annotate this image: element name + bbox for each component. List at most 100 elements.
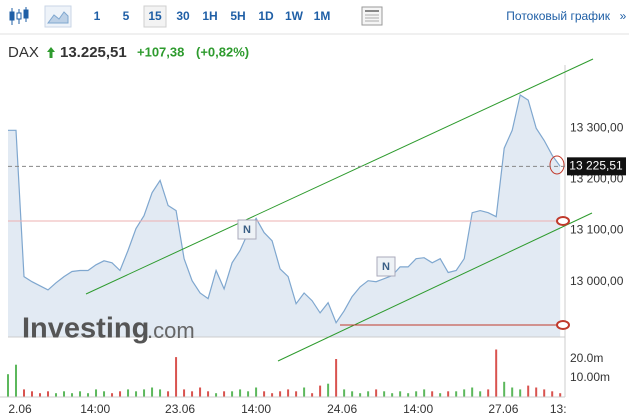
volume-bar [295,391,298,397]
volume-bar [39,393,42,397]
interval-button[interactable]: 5 [123,9,130,23]
volume-bar [375,389,378,397]
interval-button[interactable]: 1 [94,9,101,23]
volume-bar [79,391,82,397]
volume-bar [23,389,26,397]
volume-bar [447,391,450,397]
y-tick-label: 13 000,00 [570,274,624,288]
volume-bar [239,389,242,397]
volume-bar [119,391,122,397]
volume-bar [55,393,58,397]
x-tick-label: 14:00 [80,402,110,416]
interval-button[interactable]: 1D [258,9,274,23]
volume-bar [103,391,106,397]
volume-bar [63,391,66,397]
volume-bar [175,357,178,397]
volume-bar [279,391,282,397]
volume-bar [335,359,338,397]
volume-bar [495,349,498,397]
interval-button[interactable]: 5H [230,9,245,23]
volume-bar [287,389,290,397]
price-area [8,95,561,337]
volume-bar [479,391,482,397]
toolbar: 1 5 15 30 1H 5H 1D 1W 1M Потоковый график » [0,0,629,35]
volume-bar [319,385,322,397]
volume-bar [247,391,250,397]
volume-bar [455,391,458,397]
volume-bar [151,387,154,397]
watermark: Investing [22,313,149,345]
volume-bar [431,391,434,397]
y-tick-label: 13 100,00 [570,223,624,237]
volume-bar [423,389,426,397]
interval-button[interactable]: 1W [285,9,304,23]
volume-bar [471,387,474,397]
candle-icon[interactable] [9,7,29,25]
volume-bar [191,391,194,397]
up-arrow [47,47,55,58]
volume-bar [71,393,74,397]
news-label[interactable]: N [243,224,251,236]
interval-button[interactable]: 1H [202,9,217,23]
volume-bar [231,391,234,397]
volume-bar [511,387,514,397]
volume-bar [143,389,146,397]
change-pct: (+0,82%) [196,44,249,59]
volume-bar [47,391,50,397]
volume-bar [31,391,34,397]
volume-bar [271,393,274,397]
price: 13.225,51 [60,44,127,61]
symbol: DAX [8,44,39,61]
change: +107,38 [137,44,184,59]
volume-bar [215,393,218,397]
trend-line [277,212,593,362]
volume-bar [7,374,9,397]
x-tick-label: 2.06 [8,402,32,416]
x-tick-label: 14:00 [241,402,271,416]
table-icon[interactable] [361,6,383,26]
handle[interactable] [549,155,565,175]
volume-bar [111,393,114,397]
x-tick-label: 13: [550,402,567,416]
x-tick-label: 24.06 [327,402,357,416]
interval-button[interactable]: 15 [148,9,162,23]
volume-bar [183,389,186,397]
volume-bar [127,389,130,397]
volume-tick-label: 10.00m [570,370,610,384]
handle[interactable] [556,320,570,330]
volume-bar [135,391,138,397]
volume-bar [199,387,202,397]
news-marker[interactable] [376,256,396,277]
volume-bar [167,391,170,397]
watermark: .com [147,318,195,343]
toolbar-bg [0,0,629,34]
volume-bar [263,391,266,397]
x-tick-label: 14:00 [403,402,433,416]
volume-bar [407,393,410,397]
streaming-link[interactable]: Потоковый график [506,9,610,23]
volume-bar [543,389,546,397]
volume-bar [207,391,210,397]
volume-bar [391,393,394,397]
area-icon[interactable] [44,5,72,28]
volume-bar [463,389,466,397]
volume-bar [527,385,530,397]
volume-bar [535,387,538,397]
volume-bar [399,391,402,397]
volume-bar [415,391,418,397]
interval-button[interactable]: 30 [176,9,190,23]
trend-line [85,58,594,295]
volume-bar [351,391,354,397]
interval-button[interactable]: 1M [314,9,331,23]
news-marker[interactable] [237,219,257,240]
news-label[interactable]: N [382,261,390,273]
volume-bar [327,383,330,397]
more-link[interactable]: » [620,9,627,23]
volume-bar [359,393,362,397]
volume-bar [303,387,306,397]
volume-bar [383,391,386,397]
handle[interactable] [556,216,570,226]
x-tick-label: 23.06 [165,402,195,416]
drawings: N N [8,58,594,362]
